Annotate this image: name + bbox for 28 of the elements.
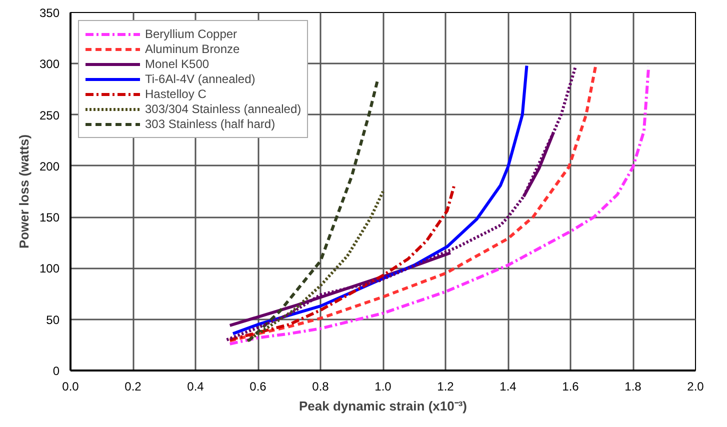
- x-tick-label: 0.2: [124, 380, 142, 394]
- legend-label: 303 Stainless (half hard): [145, 117, 276, 131]
- x-tick-label: 1.8: [624, 380, 642, 394]
- x-tick-label: 0.8: [312, 380, 330, 394]
- x-tick-label: 0.6: [250, 380, 267, 394]
- x-tick-label: 2.0: [687, 380, 704, 394]
- legend-label: Hastelloy C: [145, 87, 206, 101]
- x-tick-label: 1.6: [562, 380, 580, 394]
- y-tick-label: 300: [39, 57, 60, 72]
- legend-label: 303/304 Stainless (annealed): [145, 102, 302, 116]
- y-tick-label: 200: [39, 159, 60, 174]
- legend-label: Ti-6Al-4V (annealed): [145, 72, 256, 86]
- y-tick-label: 0: [52, 364, 60, 378]
- y-tick-label: 150: [39, 210, 60, 225]
- x-axis-title: Peak dynamic strain (x10⁻³): [298, 398, 468, 414]
- y-tick-label: 100: [39, 262, 60, 276]
- y-axis-title: Power loss (watts): [16, 134, 32, 249]
- x-tick-label: 1.2: [437, 380, 454, 394]
- x-tick-label: 1.0: [374, 380, 392, 394]
- y-tick-label: 350: [39, 6, 60, 20]
- legend-label: Beryllium Copper: [145, 27, 238, 41]
- x-tick-label: 0.4: [187, 380, 204, 394]
- legend-label: Monel K500: [145, 57, 210, 71]
- x-tick-label: 1.4: [500, 380, 517, 394]
- legend-label: Aluminum Bronze: [145, 42, 240, 56]
- x-tick-label: 0.0: [62, 380, 80, 394]
- y-tick-label: 250: [39, 108, 60, 122]
- y-tick-label: 50: [46, 312, 60, 327]
